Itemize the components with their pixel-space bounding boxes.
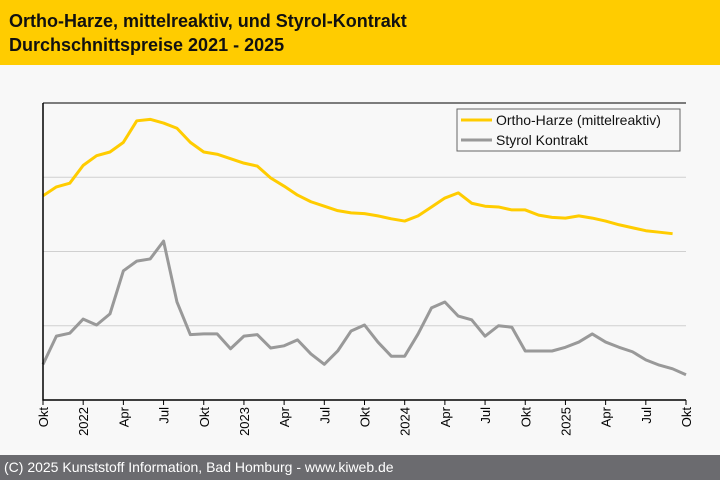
x-tick-label: Okt [197,407,212,428]
footer-copyright: (C) 2025 Kunststoff Information, Bad Hom… [0,455,720,480]
series-line-styrol [41,239,687,377]
x-tick-label: Jul [478,407,493,424]
x-tick-label: Jul [317,407,332,424]
legend-box [456,108,681,152]
x-tick-label: Okt [358,407,373,428]
line-chart: Okt 2022 Apr Jul Okt 2023 Apr Jul Okt 2024 Apr Jul O… [36,102,694,436]
legend-label-ortho: Ortho-Harze (mittelreaktiv) [496,112,661,128]
x-tick-label: Jul [639,407,654,424]
x-tick-label: Okt [518,407,533,428]
chart-subtitle: Durchschnittspreise 2021 - 2025 [9,35,285,55]
x-tick-label: Okt [36,407,51,428]
x-tick-label: Jul [157,407,172,424]
x-tick-label: 2023 [237,407,252,436]
x-tick-label: Apr [277,406,292,427]
header-banner: Ortho-Harze, mittelreaktiv, und Styrol-K… [0,0,720,65]
chart-title: Ortho-Harze, mittelreaktiv, und Styrol-K… [9,11,407,31]
x-tick-label: 2024 [398,407,413,436]
x-tick-label: Okt [679,407,694,428]
x-tick-label: Apr [599,406,614,427]
x-tick-label: 2025 [558,407,573,436]
series-line-ortho-harze [42,117,673,236]
legend: Ortho-Harze (mittelreaktiv) Styrol Kontr… [456,108,681,152]
x-tick-label: Apr [116,406,131,427]
x-tick-label: 2022 [76,407,91,436]
legend-label-styrol: Styrol Kontrakt [496,132,588,148]
x-tick-label: Apr [438,406,453,427]
